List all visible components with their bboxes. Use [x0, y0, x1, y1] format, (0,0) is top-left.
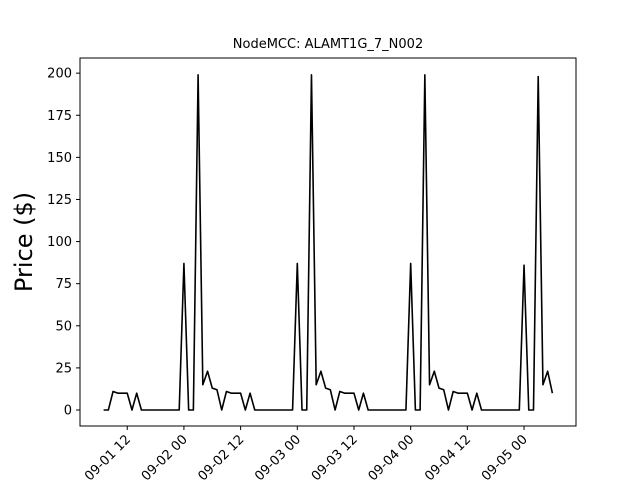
y-tick-label: 25: [55, 361, 72, 376]
y-tick-label: 175: [47, 109, 72, 124]
y-tick-label: 75: [55, 277, 72, 292]
y-axis-label: Price ($): [10, 192, 38, 292]
y-tick-label: 50: [55, 319, 72, 334]
line: [103, 74, 554, 411]
y-tick-label: 150: [47, 151, 72, 166]
y-tick-label: 100: [47, 235, 72, 250]
y-tick-label: 0: [64, 404, 72, 419]
y-tick-label: 200: [47, 67, 72, 82]
y-tick-label: 125: [47, 193, 72, 208]
chart-title: NodeMCC: ALAMT1G_7_N002: [233, 37, 423, 52]
